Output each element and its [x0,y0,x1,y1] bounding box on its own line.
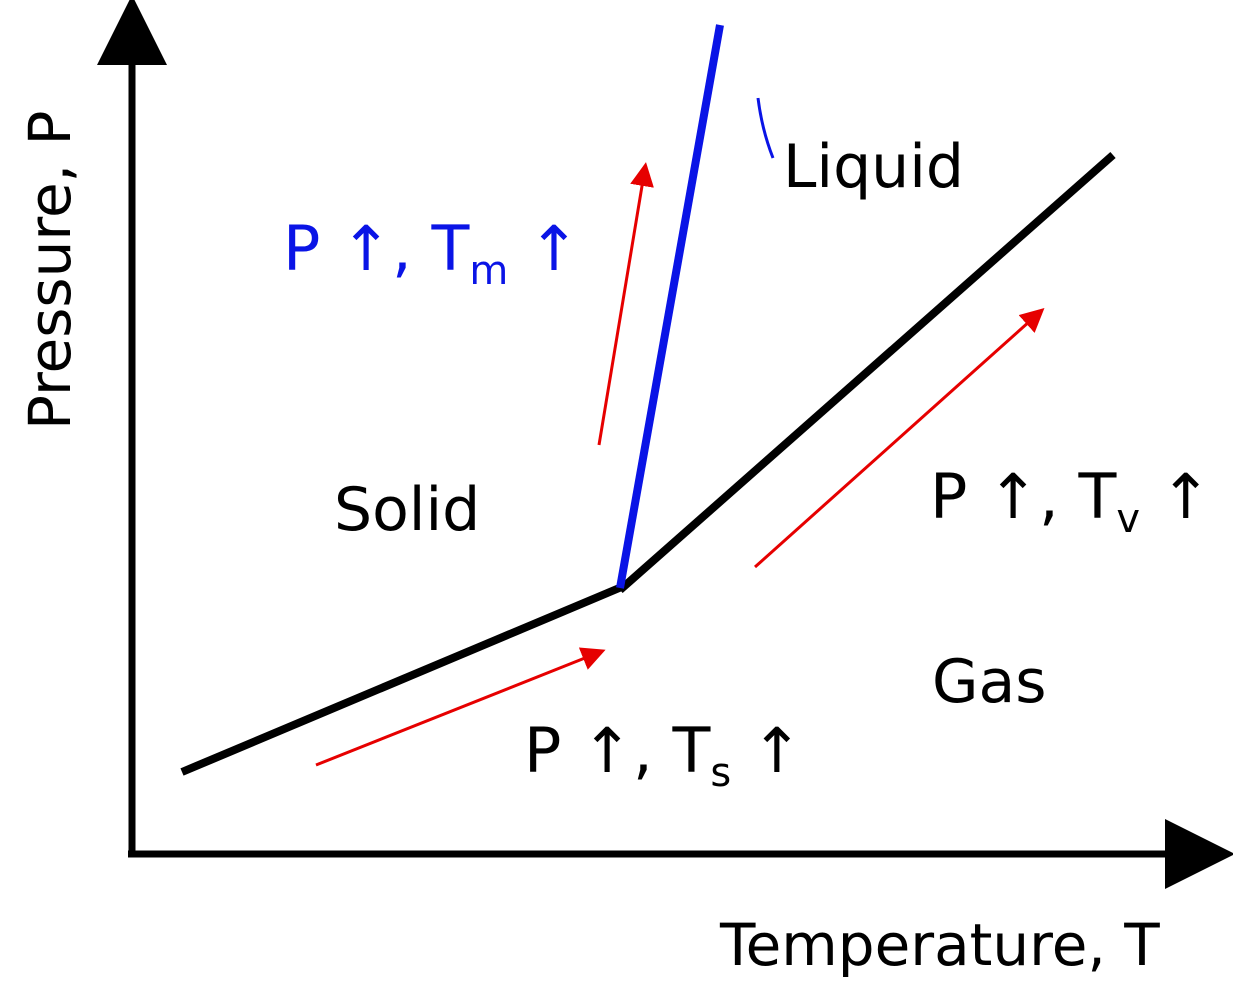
region-gas: Gas [932,647,1047,717]
melting-relation-main: P ↑, T [283,212,470,285]
vaporization-trend-arrow [753,307,1045,569]
sublimation-trend-arrow [315,647,606,767]
melting-relation: P ↑, Tm ↑ [283,212,580,294]
melting-relation-tail: ↑ [508,212,580,285]
melting-relation-subscript: m [469,248,508,294]
sublimation-relation-subscript: s [710,750,731,796]
sublimation-curve [180,582,626,776]
region-solid: Solid [334,475,480,545]
vaporization-relation-tail: ↑ [1140,460,1212,533]
melting-curve [616,24,724,589]
x-axis-title: Temperature, T [719,911,1160,979]
vaporization-relation-main: P ↑, T [930,460,1117,533]
vaporization-relation: P ↑, Tv ↑ [930,460,1212,542]
vaporization-relation-subscript: v [1116,496,1140,542]
y-axis-title: Pressure, P [16,110,84,430]
sublimation-relation-tail: ↑ [731,714,803,787]
liquid-pointer-mark [756,97,775,159]
vaporization-curve [617,152,1116,593]
melting-trend-arrow [597,162,654,446]
region-liquid: Liquid [783,132,964,202]
sublimation-relation-main: P ↑, T [524,714,711,787]
sublimation-relation: P ↑, Ts ↑ [524,714,803,796]
